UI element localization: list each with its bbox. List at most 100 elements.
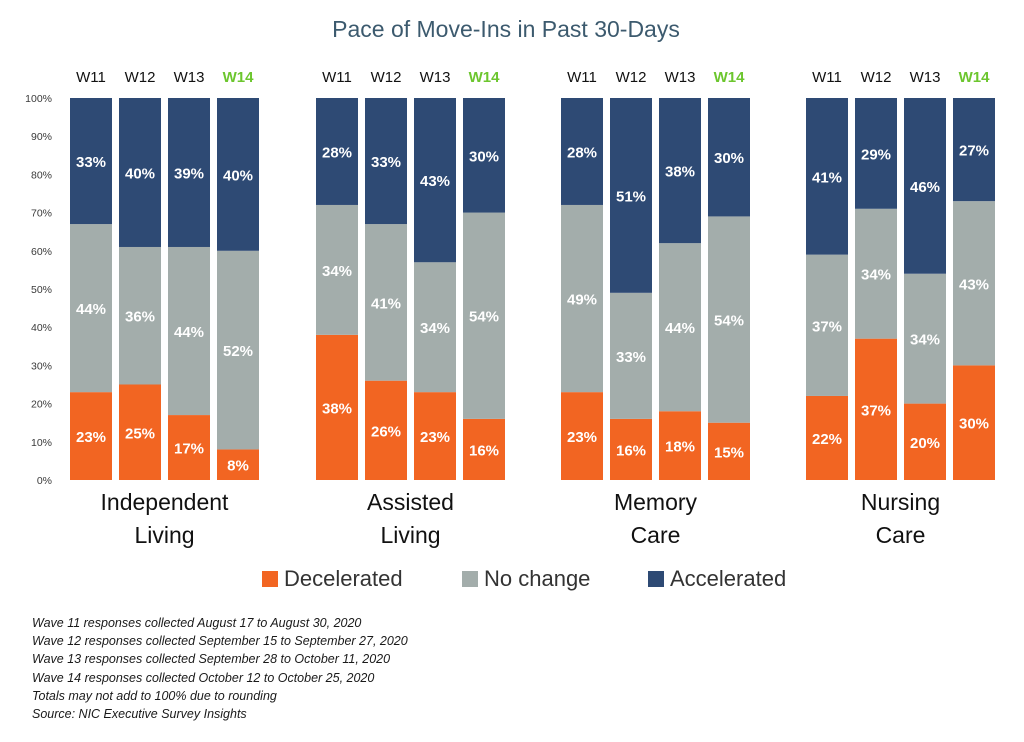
wave-label: W14: [959, 69, 991, 86]
data-label: 30%: [959, 416, 989, 433]
data-label: 34%: [322, 263, 352, 280]
bar-segment-accelerated: [659, 98, 701, 244]
wave-label: W14: [714, 69, 746, 86]
bar-segment-decelerated: [217, 449, 259, 480]
data-label: 37%: [861, 402, 891, 419]
bar-segment-accelerated: [70, 98, 112, 225]
bar-segment-no-change: [217, 250, 259, 450]
bar-segment-accelerated: [561, 98, 603, 205]
data-label: 16%: [469, 442, 499, 459]
bar-segment-decelerated: [414, 392, 456, 480]
bar-segment-no-change: [659, 243, 701, 412]
footnote-wave-11: Wave 11 responses collected August 17 to…: [32, 616, 362, 630]
wave-label: W12: [616, 69, 647, 86]
bar-segment-accelerated: [953, 98, 995, 202]
bar-segment-accelerated: [904, 98, 946, 274]
legend-swatch: [648, 571, 664, 587]
bar-segment-decelerated: [806, 395, 848, 480]
data-label: 39%: [174, 165, 204, 182]
legend-item-no-change: No change: [462, 566, 590, 591]
bar-segment-decelerated: [708, 422, 750, 480]
bar-segment-no-change: [463, 212, 505, 419]
data-label: 33%: [616, 349, 646, 366]
bar-segment-no-change: [119, 246, 161, 385]
group-memory-care: W11 23% 49% 28% W12 16% 33% 51% W13 18% 44% 38% W14 1…: [561, 69, 750, 548]
footnote-wave-14: Wave 14 responses collected October 12 t…: [32, 670, 375, 685]
data-label: 54%: [469, 309, 499, 326]
stacked-bar-chart: Pace of Move-Ins in Past 30-Days 0% 10% 20…: [25, 16, 995, 591]
data-label: 34%: [910, 332, 940, 349]
legend-label: No change: [484, 566, 590, 591]
data-label: 44%: [665, 320, 695, 337]
bar-segment-decelerated: [119, 384, 161, 480]
y-tick-label: 20%: [31, 399, 52, 411]
bar-segment-no-change: [70, 224, 112, 393]
data-label: 40%: [223, 167, 253, 184]
data-label: 18%: [665, 439, 695, 456]
bar-segment-decelerated: [70, 392, 112, 480]
category-label: Independent Living: [101, 489, 230, 548]
wave-label: W12: [125, 69, 156, 86]
legend-item-accelerated: Accelerated: [648, 566, 786, 591]
legend-item-decelerated: Decelerated: [262, 566, 403, 591]
data-label: 30%: [469, 148, 499, 165]
bar-segment-decelerated: [904, 403, 946, 480]
bar-segment-decelerated: [855, 338, 897, 480]
data-label: 36%: [125, 309, 155, 326]
bar-segment-accelerated: [168, 98, 210, 247]
data-label: 34%: [420, 320, 450, 337]
y-tick-label: 60%: [31, 246, 52, 258]
wave-label: W11: [76, 69, 106, 86]
bar-segment-no-change: [414, 262, 456, 393]
data-label: 29%: [861, 146, 891, 163]
data-label: 17%: [174, 441, 204, 458]
y-tick-label: 0%: [37, 475, 52, 487]
legend: Decelerated No change Accelerated: [262, 566, 786, 591]
legend-swatch: [262, 571, 278, 587]
data-label: 23%: [76, 429, 106, 446]
bar-segment-no-change: [610, 292, 652, 419]
bar-segment-no-change: [708, 216, 750, 423]
wave-label: W13: [665, 69, 696, 86]
bar-segment-no-change: [168, 246, 210, 416]
data-label: 23%: [567, 429, 597, 446]
bar-segment-decelerated: [463, 418, 505, 480]
data-label: 28%: [567, 144, 597, 161]
wave-label: W13: [420, 69, 451, 86]
y-tick-label: 10%: [31, 437, 52, 449]
y-axis: 0% 10% 20% 30% 40% 50% 60% 70% 80% 90% 100%: [25, 93, 52, 487]
bar-segment-no-change: [806, 254, 848, 396]
data-label: 38%: [665, 164, 695, 181]
y-tick-label: 90%: [31, 131, 52, 143]
wave-label: W12: [371, 69, 402, 86]
bar-segment-accelerated: [217, 98, 259, 251]
wave-label: W12: [861, 69, 892, 86]
data-label: 43%: [420, 173, 450, 190]
wave-label: W13: [910, 69, 941, 86]
bar-segment-accelerated: [119, 98, 161, 247]
data-label: 51%: [616, 188, 646, 205]
data-label: 43%: [959, 276, 989, 293]
wave-label: W11: [812, 69, 842, 86]
data-label: 46%: [910, 179, 940, 196]
bar-segment-decelerated: [610, 418, 652, 480]
bar-segment-accelerated: [316, 98, 358, 205]
wave-label: W14: [223, 69, 255, 86]
bar-segment-accelerated: [855, 98, 897, 209]
bar-segment-decelerated: [659, 411, 701, 480]
bar-segment-decelerated: [561, 392, 603, 480]
bar-segment-accelerated: [610, 98, 652, 293]
data-label: 25%: [125, 425, 155, 442]
data-label: 33%: [371, 154, 401, 171]
y-tick-label: 40%: [31, 322, 52, 334]
bar-segment-accelerated: [414, 98, 456, 263]
wave-label: W11: [567, 69, 597, 86]
data-label: 49%: [567, 292, 597, 309]
category-label: Assisted Living: [367, 489, 454, 548]
data-label: 30%: [714, 150, 744, 167]
footnotes: Wave 11 responses collected August 17 to…: [32, 614, 408, 723]
bar-segment-no-change: [904, 273, 946, 404]
data-label: 20%: [910, 435, 940, 452]
bar-segment-no-change: [316, 204, 358, 335]
footnote-source: Source: NIC Executive Survey Insights: [32, 707, 247, 722]
